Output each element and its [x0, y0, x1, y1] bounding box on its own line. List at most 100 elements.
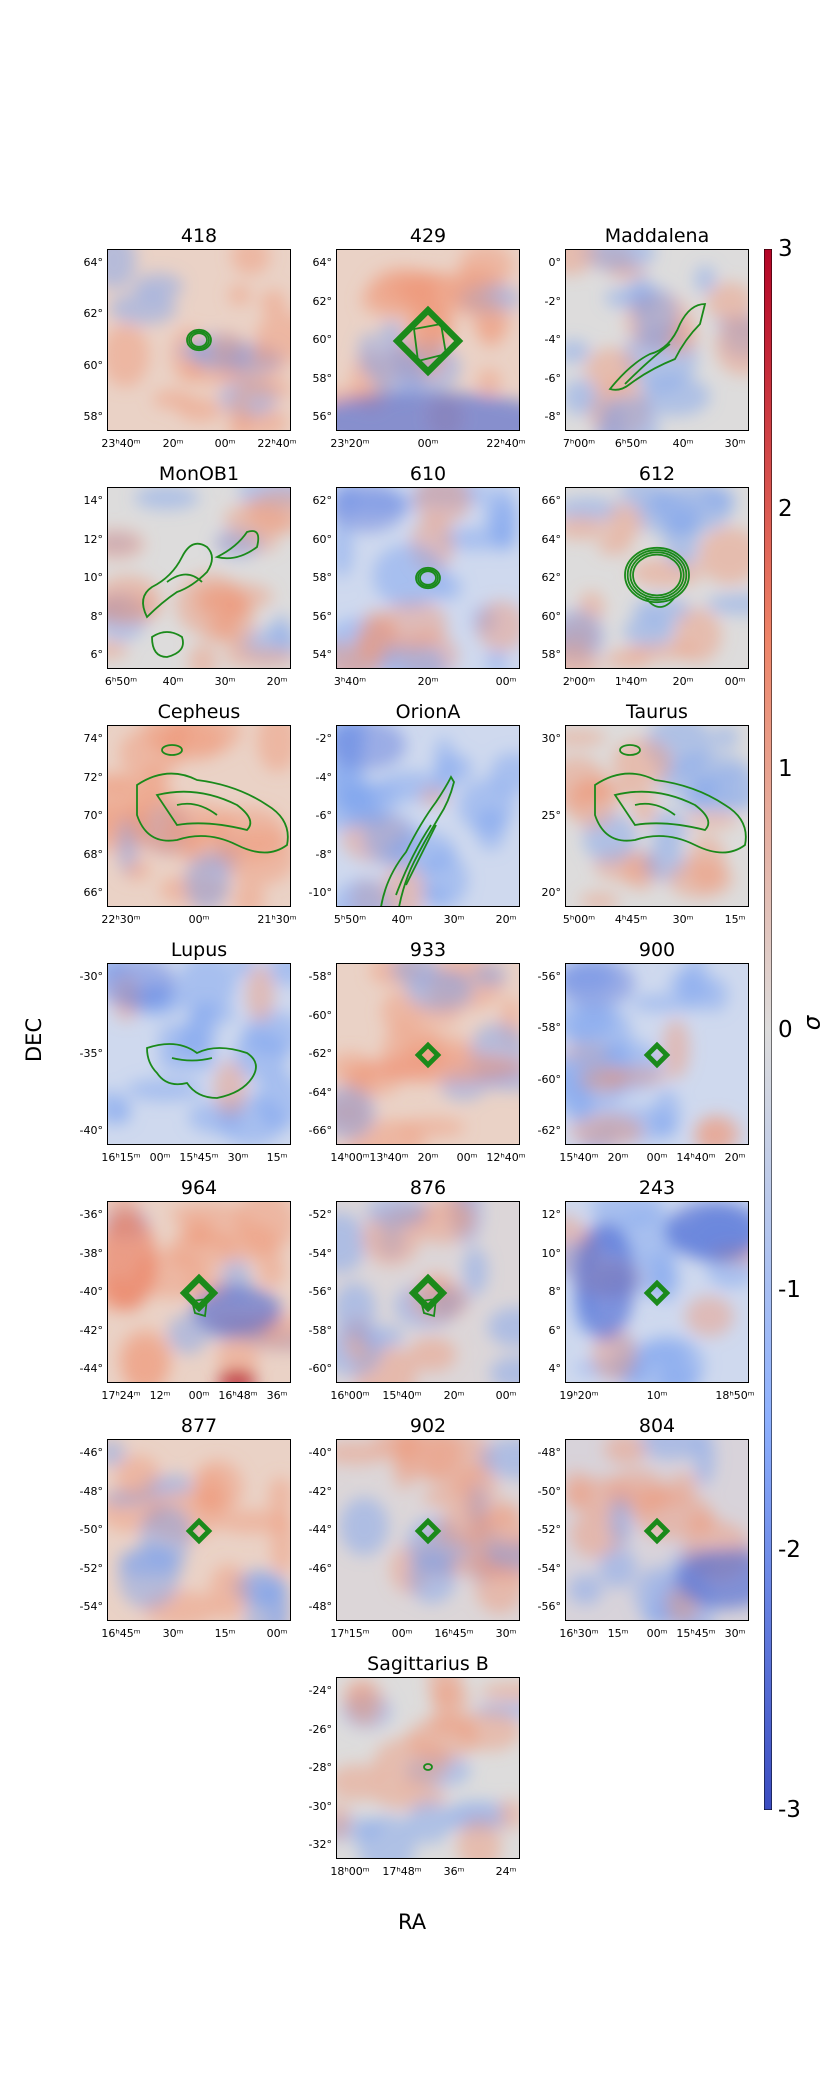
heatmap-blob-20: [372, 543, 447, 608]
x-tick-label: 22ʰ40ᵐ: [257, 437, 297, 450]
contour-line-1: [187, 1519, 211, 1543]
heatmap-blob-19: [221, 647, 291, 669]
heatmap-blob-17: [336, 784, 373, 812]
heatmap-blob-13: [447, 1799, 509, 1823]
panel-title: 243: [638, 1177, 676, 1199]
heatmap-blob-6: [107, 529, 145, 560]
heatmap-blob-6: [110, 1100, 132, 1124]
contour-line-1: [394, 307, 462, 375]
y-tick-label: 58°: [312, 371, 333, 385]
heatmap-blob-14: [406, 1800, 452, 1844]
heatmap-blob-20: [579, 1065, 627, 1093]
contour-line-0: [414, 1517, 442, 1545]
contour-line-2: [397, 310, 459, 372]
panel-title: 418: [180, 225, 218, 247]
heatmap-blob-16: [420, 886, 447, 905]
map-panel-610: 610 62° 60° 58° 56° 54° 3ʰ40ᵐ 20ᵐ 00ᵐ: [313, 463, 520, 688]
contour-line-3: [415, 1280, 441, 1306]
heatmap-image: [336, 1201, 520, 1383]
contour-line-0: [643, 1041, 671, 1069]
heatmap-blob-19: [694, 1116, 733, 1145]
heatmap-blob-22: [336, 725, 406, 770]
colorbar-tick--3: -3: [778, 1797, 801, 1823]
contour-line-1: [395, 824, 432, 896]
contour-line-2: [648, 1046, 666, 1064]
contour-line-1: [624, 343, 671, 385]
contour-line-0: [632, 553, 682, 597]
x-tick-label: 30ᵐ: [214, 675, 236, 688]
contour-line-0: [190, 332, 208, 348]
heatmap-blob-8: [167, 1314, 209, 1355]
contour-line-1: [416, 1043, 440, 1067]
x-tick-label: 36ᵐ: [443, 1865, 465, 1878]
x-tick-label: 40ᵐ: [162, 675, 184, 688]
x-tick-label: 12ʰ40ᵐ: [486, 1151, 526, 1164]
heatmap-blob-18: [471, 963, 507, 988]
heatmap-blob-19: [598, 1547, 637, 1588]
x-tick-label: 21ʰ30ᵐ: [257, 913, 297, 926]
y-tick-label: -30°: [79, 970, 103, 983]
x-tick-label: 4ʰ45ᵐ: [614, 913, 648, 926]
contour-line-1: [181, 1275, 217, 1311]
heatmap-blob-22: [192, 1286, 282, 1336]
heatmap-blob-22: [675, 1549, 749, 1609]
x-tick-label: 16ʰ00ᵐ: [330, 1389, 370, 1402]
heatmap-blob-19: [414, 487, 471, 526]
heatmap-blob-12: [228, 392, 251, 431]
x-tick-label: 23ʰ40ᵐ: [101, 437, 141, 450]
heatmap-blob-18: [674, 608, 722, 663]
contour-line-4: [644, 596, 676, 608]
x-tick-label: 24ᵐ: [495, 1865, 517, 1878]
contour-line-0: [142, 542, 213, 619]
map-panel-933: 933 -58° -60° -62° -64° -66° 14ʰ00ᵐ 13ʰ40ᵐ 20ᵐ 00…: [309, 939, 526, 1164]
heatmap-blob-21: [122, 1338, 168, 1383]
y-tick-label: -60°: [537, 1072, 561, 1086]
x-tick-label: 1ʰ40ᵐ: [614, 675, 648, 688]
y-tick-label: 8°: [548, 1285, 562, 1298]
heatmap-blob-12: [657, 1363, 699, 1383]
x-tick-label: 15ʰ40ᵐ: [382, 1389, 422, 1402]
map-panel-243: 243 12° 10° 8° 6° 4° 19ʰ20ᵐ 10ᵐ 18ʰ50ᵐ: [542, 1177, 755, 1402]
contour-line-2: [186, 328, 212, 352]
x-tick-label: 15ᵐ: [214, 1627, 236, 1640]
heatmap-blob-21: [160, 725, 225, 762]
heatmap-blob-23: [665, 1201, 749, 1261]
axes-frame: [107, 1201, 291, 1383]
map-panel-taurus: Taurus 30° 25° 20° 5ʰ00ᵐ 4ʰ45ᵐ 30ᵐ 15ᵐ: [542, 701, 749, 926]
y-tick-label: 6°: [548, 1323, 562, 1337]
heatmap-blob-11: [177, 963, 237, 1013]
heatmap-blob-10: [380, 599, 448, 651]
y-tick-label: 12°: [541, 1208, 562, 1221]
heatmap-blob-14: [336, 880, 397, 907]
x-tick-label: 3ʰ40ᵐ: [333, 675, 367, 688]
heatmap-blob-18: [373, 1736, 450, 1789]
heatmap-blob-20: [336, 1801, 350, 1841]
contour-line-4: [419, 1297, 438, 1318]
y-tick-label: -26°: [308, 1722, 332, 1736]
y-tick-label: 60°: [312, 333, 333, 346]
x-tick-label: 22ʰ30ᵐ: [101, 913, 141, 926]
x-tick-label: 40ᵐ: [672, 437, 694, 450]
y-tick-label: -60°: [308, 1008, 332, 1022]
x-tick-label: 00ᵐ: [724, 675, 746, 688]
contour-line-1: [645, 1281, 669, 1305]
contour-line-2: [405, 824, 437, 886]
x-axis-label: RA: [398, 1910, 427, 1934]
x-tick-label: 15ʰ45ᵐ: [179, 1151, 219, 1164]
heatmap-blob-16: [457, 1817, 502, 1859]
heatmap-blob-20: [385, 830, 456, 873]
heatmap-blob-6: [565, 340, 590, 364]
y-tick-label: -62°: [537, 1124, 561, 1137]
x-tick-label: 14ʰ00ᵐ: [330, 1151, 370, 1164]
x-tick-label: 2ʰ00ᵐ: [562, 675, 596, 688]
y-tick-label: 60°: [541, 609, 562, 623]
y-tick-label: 58°: [312, 571, 333, 584]
heatmap-blob-15: [271, 614, 291, 646]
y-tick-label: 60°: [312, 532, 333, 546]
heatmap-blob-13: [632, 789, 656, 826]
y-tick-label: 25°: [541, 809, 562, 822]
x-tick-label: 15ᵐ: [266, 1151, 288, 1164]
heatmap-blob-10: [685, 1296, 734, 1337]
contour-line-1: [188, 330, 210, 350]
contour-line-0: [146, 1043, 257, 1099]
